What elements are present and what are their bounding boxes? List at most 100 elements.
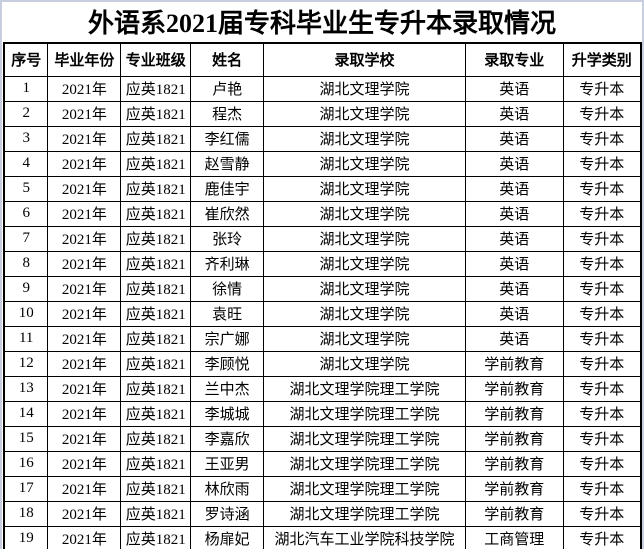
table-row: 6 2021年 应英1821 崔欣然 湖北文理学院 英语 专升本 — [3, 200, 642, 227]
table-row: 10 2021年 应英1821 袁旺 湖北文理学院 英语 专升本 — [3, 300, 642, 327]
table-cell: 湖北文理学院 — [263, 325, 466, 352]
table-cell: 3 — [3, 125, 49, 152]
table-cell: 应英1821 — [120, 475, 192, 502]
table-row: 18 2021年 应英1821 罗诗涵 湖北文理学院理工学院 学前教育 专升本 — [3, 500, 642, 527]
table-body: 1 2021年 应英1821 卢艳 湖北文理学院 英语 专升本 2 2021年 应英1821 程杰湖… — [3, 75, 642, 549]
table-cell: 2021年 — [47, 475, 122, 502]
table-cell: 鹿佳宇 — [190, 175, 265, 202]
table-cell: 11 — [3, 325, 49, 352]
table-cell: 学前教育 — [464, 450, 564, 477]
table-cell: 湖北文理学院 — [263, 75, 466, 102]
table-row: 5 2021年 应英1821 鹿佳宇 湖北文理学院 英语 专升本 — [3, 175, 642, 202]
table-cell: 英语 — [464, 300, 564, 327]
table-cell: 应英1821 — [120, 350, 192, 377]
table-cell: 应英1821 — [120, 400, 192, 427]
table-cell: 7 — [3, 225, 49, 252]
table-cell: 湖北汽车工业学院科技学院 — [263, 525, 466, 549]
table-cell: 专升本 — [562, 300, 642, 327]
table-cell: 李红儒 — [190, 125, 265, 152]
table-cell: 湖北文理学院 — [263, 225, 466, 252]
table-cell: 李城城 — [190, 400, 265, 427]
table-cell: 湖北文理学院 — [263, 200, 466, 227]
table-cell: 2021年 — [47, 425, 122, 452]
table-cell: 英语 — [464, 200, 564, 227]
table-cell: 2021年 — [47, 325, 122, 352]
table-cell: 程杰 — [190, 100, 265, 127]
table-cell: 专升本 — [562, 250, 642, 277]
table-cell: 学前教育 — [464, 350, 564, 377]
table-cell: 湖北文理学院理工学院 — [263, 400, 466, 427]
table-cell: 学前教育 — [464, 475, 564, 502]
table-cell: 英语 — [464, 150, 564, 177]
table-cell: 专升本 — [562, 100, 642, 127]
table-cell: 专升本 — [562, 200, 642, 227]
table-cell: 卢艳 — [190, 75, 265, 102]
table-row: 7 2021年 应英1821 张玲 湖北文理学院 英语 专升本 — [3, 225, 642, 252]
table-cell: 李顾悦 — [190, 350, 265, 377]
table-cell: 13 — [3, 375, 49, 402]
table-cell: 2021年 — [47, 75, 122, 102]
table-cell: 专升本 — [562, 350, 642, 377]
table-cell: 专升本 — [562, 75, 642, 102]
table-cell: 2021年 — [47, 225, 122, 252]
table-cell: 应英1821 — [120, 525, 192, 549]
table-cell: 8 — [3, 250, 49, 277]
table-cell: 17 — [3, 475, 49, 502]
table-cell: 湖北文理学院 — [263, 300, 466, 327]
table-cell: 2 — [3, 100, 49, 127]
table-cell: 12 — [3, 350, 49, 377]
table-cell: 应英1821 — [120, 450, 192, 477]
column-header: 录取专业 — [464, 42, 564, 77]
table-row: 19 2021年 应英1821 杨扉妃 湖北汽车工业学院科技学院 工商管理 专升本 — [3, 525, 642, 549]
table-cell: 专升本 — [562, 500, 642, 527]
table-cell: 专升本 — [562, 225, 642, 252]
table-row: 3 2021年 应英1821 李红儒 湖北文理学院 英语 专升本 — [3, 125, 642, 152]
table-cell: 罗诗涵 — [190, 500, 265, 527]
table-cell: 湖北文理学院 — [263, 125, 466, 152]
table-cell: 湖北文理学院 — [263, 250, 466, 277]
table-row: 15 2021年 应英1821 李嘉欣 湖北文理学院理工学院 学前教育 专升本 — [3, 425, 642, 452]
table-cell: 英语 — [464, 325, 564, 352]
table-cell: 专升本 — [562, 375, 642, 402]
table-row: 14 2021年 应英1821 李城城 湖北文理学院理工学院 学前教育 专升本 — [3, 400, 642, 427]
table-cell: 2021年 — [47, 200, 122, 227]
table-cell: 专升本 — [562, 175, 642, 202]
table-cell: 6 — [3, 200, 49, 227]
table-row: 1 2021年 应英1821 卢艳 湖北文理学院 英语 专升本 — [3, 75, 642, 102]
table-row: 2 2021年 应英1821 程杰 湖北文理学院 英语 专升本 — [3, 100, 642, 127]
table-cell: 湖北文理学院 — [263, 100, 466, 127]
column-header: 姓名 — [190, 42, 265, 77]
table-cell: 湖北文理学院理工学院 — [263, 500, 466, 527]
table-cell: 工商管理 — [464, 525, 564, 549]
table-cell: 湖北文理学院理工学院 — [263, 475, 466, 502]
table-cell: 李嘉欣 — [190, 425, 265, 452]
table-cell: 应英1821 — [120, 325, 192, 352]
table-row: 9 2021年 应英1821 徐情 湖北文理学院 英语 专升本 — [3, 275, 642, 302]
table-cell: 应英1821 — [120, 75, 192, 102]
table-cell: 应英1821 — [120, 500, 192, 527]
column-header: 录取学校 — [263, 42, 466, 77]
table-cell: 15 — [3, 425, 49, 452]
table-row: 12 2021年 应英1821 李顾悦 湖北文理学院 学前教育 专升本 — [3, 350, 642, 377]
table-cell: 专升本 — [562, 275, 642, 302]
table-cell: 2021年 — [47, 350, 122, 377]
table-cell: 赵雪静 — [190, 150, 265, 177]
table-cell: 专升本 — [562, 125, 642, 152]
column-header: 专业班级 — [120, 42, 192, 77]
table-cell: 齐利琳 — [190, 250, 265, 277]
column-header: 序号 — [3, 42, 49, 77]
table-cell: 杨扉妃 — [190, 525, 265, 549]
table-row: 11 2021年 应英1821 宗广娜 湖北文理学院 英语 专升本 — [3, 325, 642, 352]
table-cell: 王亚男 — [190, 450, 265, 477]
table-cell: 16 — [3, 450, 49, 477]
table-cell: 英语 — [464, 125, 564, 152]
table-cell: 学前教育 — [464, 500, 564, 527]
table-cell: 英语 — [464, 250, 564, 277]
table-cell: 应英1821 — [120, 425, 192, 452]
table-cell: 2021年 — [47, 275, 122, 302]
table-cell: 2021年 — [47, 500, 122, 527]
table-cell: 应英1821 — [120, 225, 192, 252]
table-cell: 应英1821 — [120, 275, 192, 302]
table-cell: 2021年 — [47, 450, 122, 477]
table-cell: 专升本 — [562, 450, 642, 477]
